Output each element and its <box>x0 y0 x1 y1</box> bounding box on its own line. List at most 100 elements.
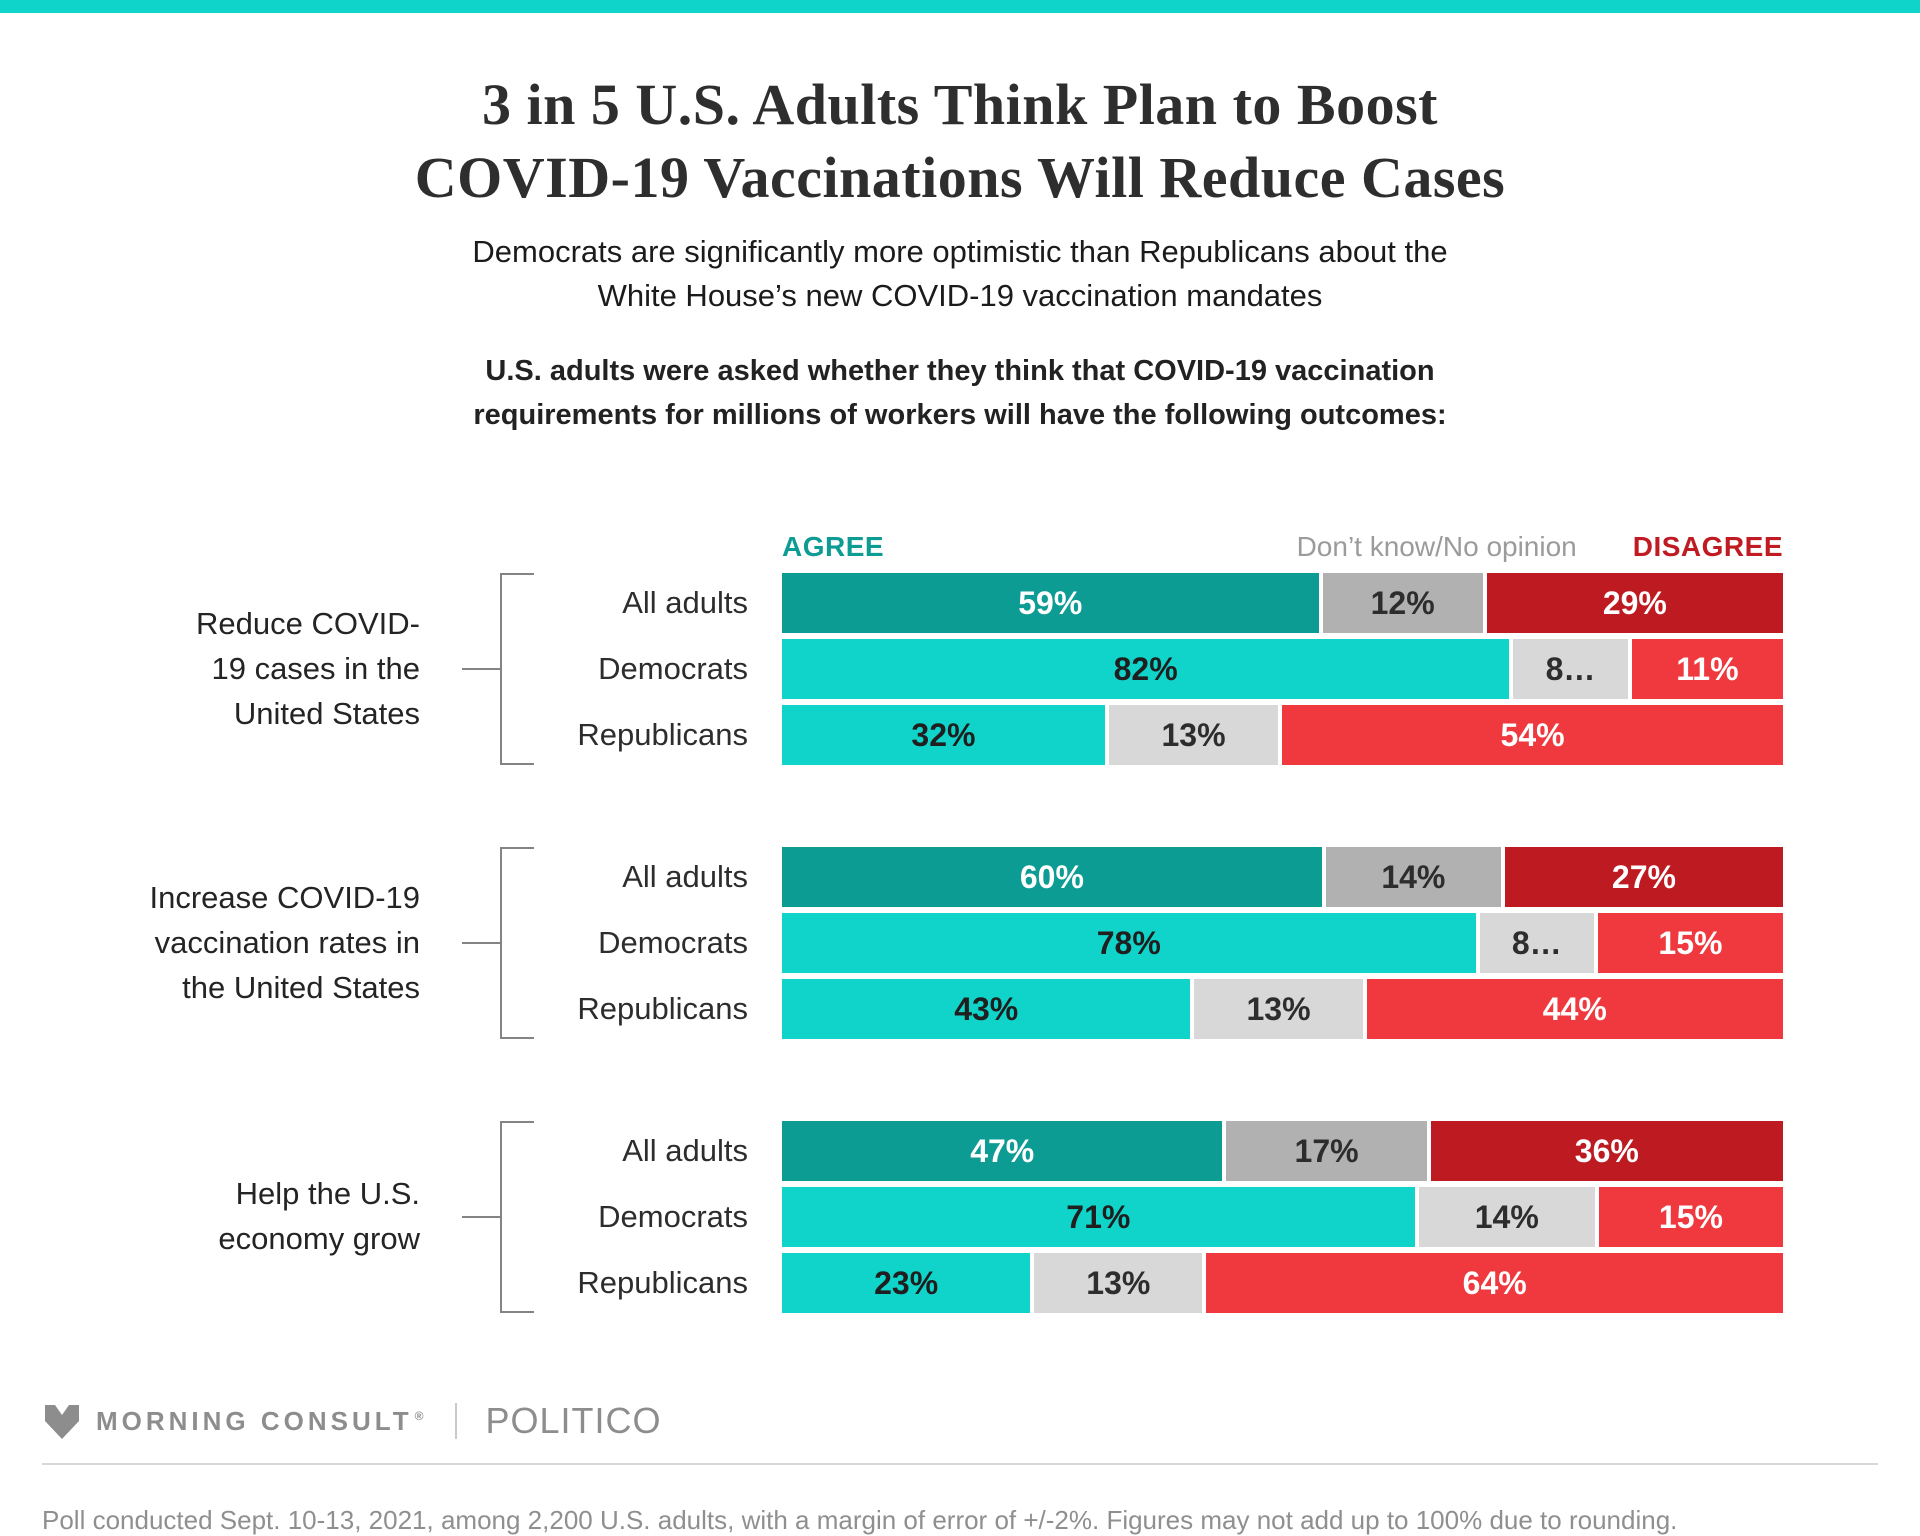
brand-row: MORNING CONSULT ® POLITICO <box>42 1399 1920 1443</box>
value-label: 11% <box>1676 650 1739 687</box>
segment-disagree: 29% <box>1486 573 1783 634</box>
subtitle-line-2: White House’s new COVID-19 vaccination m… <box>597 278 1323 314</box>
stacked-bar: 43% 13% 44% <box>782 979 1783 1040</box>
value-label: 17% <box>1294 1132 1359 1169</box>
value-label: 8… <box>1545 650 1596 687</box>
stacked-bar: 59% 12% 29% <box>782 573 1783 634</box>
morning-consult-logo-icon <box>45 1405 79 1439</box>
value-label: 71% <box>1066 1198 1131 1235</box>
stacked-bar: 60% 14% 27% <box>782 847 1784 908</box>
value-label: 78% <box>1096 924 1161 961</box>
stacked-bar-chart: Reduce COVID- 19 cases in the United Sta… <box>0 573 1784 1314</box>
segment-neutral: 13% <box>1034 1253 1203 1314</box>
bar-row: All adults 60% 14% 27% <box>534 847 1784 908</box>
segment-neutral: 13% <box>1194 979 1363 1040</box>
bar-row: Republicans 43% 13% 44% <box>534 979 1783 1040</box>
segment-agree: 59% <box>782 573 1319 634</box>
top-accent-bar <box>0 0 1920 13</box>
stacked-bar: 82% 8… 11% <box>782 639 1783 700</box>
morning-consult-wordmark: MORNING CONSULT ® <box>96 1405 428 1436</box>
header: 3 in 5 U.S. Adults Think Plan to Boost C… <box>0 69 1920 437</box>
bar-row: All adults 59% 12% 29% <box>534 573 1783 634</box>
connector-line <box>462 668 500 671</box>
group-label: Reduce COVID- 19 cases in the United Sta… <box>196 605 420 731</box>
segment-neutral: 8… <box>1513 639 1628 700</box>
title-line-1: 3 in 5 U.S. Adults Think Plan to Boost <box>482 72 1438 137</box>
bar-row: Republicans 23% 13% 64% <box>534 1253 1783 1314</box>
row-label: Republicans <box>577 1265 748 1301</box>
legend-dontknow-label: Don’t know/No opinion <box>1296 531 1577 563</box>
politico-wordmark: POLITICO <box>485 1400 662 1441</box>
question-line-2: requirements for millions of workers wil… <box>473 398 1447 431</box>
row-label: Democrats <box>598 925 748 961</box>
stacked-bar: 71% 14% 15% <box>782 1187 1783 1248</box>
brand-separator <box>455 1403 458 1439</box>
value-label: 59% <box>1018 584 1083 621</box>
stacked-bar: 47% 17% 36% <box>782 1121 1783 1182</box>
value-label: 82% <box>1113 650 1178 687</box>
group-bracket <box>500 573 534 766</box>
page-title: 3 in 5 U.S. Adults Think Plan to Boost C… <box>0 69 1920 214</box>
segment-agree: 47% <box>782 1121 1223 1182</box>
group-bracket <box>500 1121 534 1314</box>
segment-disagree: 15% <box>1597 913 1783 974</box>
segment-agree: 78% <box>782 913 1476 974</box>
segment-neutral: 8… <box>1479 913 1594 974</box>
stacked-bar: 78% 8… 15% <box>782 913 1783 974</box>
group-label: Help the U.S. economy grow <box>218 1176 420 1257</box>
subtitle-line-1: Democrats are significantly more optimis… <box>472 234 1448 269</box>
registered-mark: ® <box>414 1408 428 1423</box>
row-label: All adults <box>622 1133 748 1169</box>
connector-line <box>462 1216 500 1219</box>
value-label: 15% <box>1658 1198 1723 1235</box>
value-label: 54% <box>1500 716 1565 753</box>
segment-disagree: 15% <box>1598 1187 1783 1248</box>
segment-agree: 82% <box>782 639 1510 700</box>
segment-disagree: 11% <box>1631 639 1783 700</box>
segment-agree: 71% <box>782 1187 1415 1248</box>
subtitle: Democrats are significantly more optimis… <box>0 230 1920 318</box>
bar-row: Democrats 78% 8… 15% <box>534 913 1783 974</box>
chart-group: Increase COVID-19 vaccination rates in t… <box>0 847 1784 1040</box>
value-label: 47% <box>970 1132 1035 1169</box>
bar-row: All adults 47% 17% 36% <box>534 1121 1783 1182</box>
group-rows: All adults 59% 12% 29% Democrats 82% 8… 11% Repu… <box>534 573 1783 766</box>
value-label: 13% <box>1086 1264 1151 1301</box>
row-label: All adults <box>622 859 748 895</box>
segment-disagree: 27% <box>1504 847 1784 908</box>
segment-agree: 60% <box>782 847 1322 908</box>
chart-group: Reduce COVID- 19 cases in the United Sta… <box>0 573 1783 766</box>
value-label: 29% <box>1602 584 1667 621</box>
legend: AGREE Don’t know/No opinion DISAGREE <box>782 531 1783 563</box>
footer: MORNING CONSULT ® POLITICO Poll conducted… <box>0 1399 1920 1536</box>
value-label: 12% <box>1370 584 1435 621</box>
legend-agree-label: AGREE <box>782 531 885 563</box>
value-label: 14% <box>1474 1198 1539 1235</box>
value-label: 13% <box>1161 716 1226 753</box>
value-label: 8… <box>1511 924 1562 961</box>
footer-divider <box>42 1463 1878 1465</box>
row-label: Republicans <box>577 717 748 753</box>
value-label: 14% <box>1381 858 1446 895</box>
question-line-1: U.S. adults were asked whether they thin… <box>485 355 1435 388</box>
segment-disagree: 64% <box>1206 1253 1783 1314</box>
chart-group: Help the U.S. economy grow All adults 47% 1… <box>0 1121 1783 1314</box>
segment-disagree: 44% <box>1366 979 1783 1040</box>
segment-disagree: 36% <box>1430 1121 1783 1182</box>
segment-agree: 43% <box>782 979 1191 1040</box>
row-label: Democrats <box>598 1199 748 1235</box>
value-label: 32% <box>911 716 976 753</box>
row-label: Republicans <box>577 991 748 1027</box>
row-label: All adults <box>622 585 748 621</box>
connector-line <box>462 942 500 945</box>
legend-disagree-label: DISAGREE <box>1632 531 1783 563</box>
group-rows: All adults 60% 14% 27% Democrats 78% 8… 15% Repu… <box>534 847 1784 1040</box>
segment-neutral: 12% <box>1322 573 1483 634</box>
segment-disagree: 54% <box>1282 705 1783 766</box>
segment-neutral: 17% <box>1226 1121 1427 1182</box>
value-label: 13% <box>1246 990 1311 1027</box>
value-label: 23% <box>874 1264 939 1301</box>
bar-row: Republicans 32% 13% 54% <box>534 705 1783 766</box>
segment-neutral: 13% <box>1108 705 1279 766</box>
